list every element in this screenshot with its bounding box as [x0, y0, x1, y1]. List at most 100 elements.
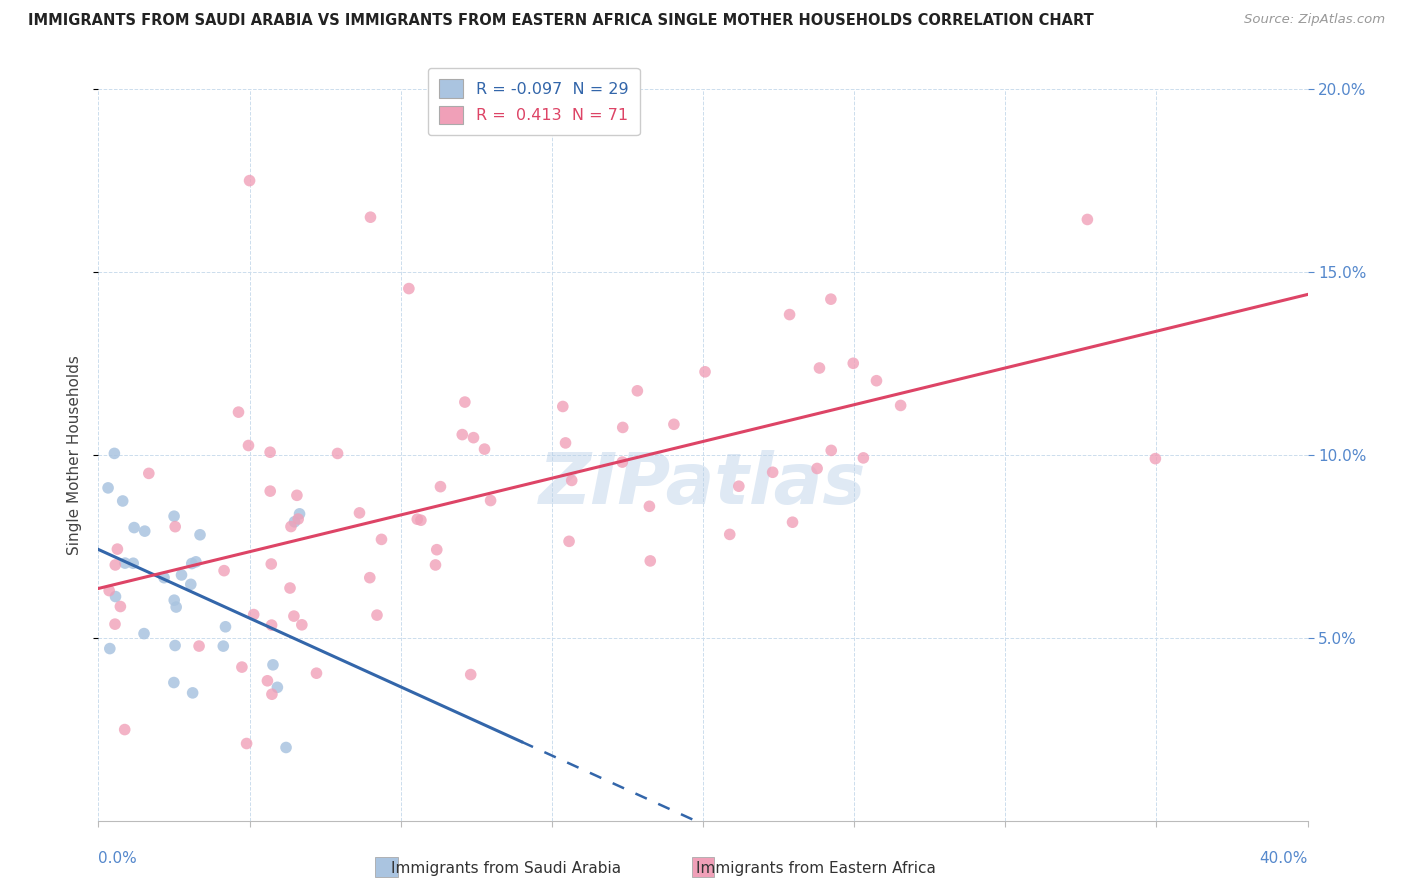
Point — [180, 557, 202, 571]
Point — [266, 681, 288, 695]
Point — [280, 519, 302, 533]
Point — [111, 494, 134, 508]
Point — [291, 617, 314, 632]
Point — [188, 639, 211, 653]
Point — [1144, 451, 1167, 466]
Point — [890, 399, 912, 413]
Point — [852, 450, 875, 465]
Point — [558, 534, 581, 549]
Point — [359, 571, 381, 585]
Point — [163, 509, 186, 524]
Point — [463, 431, 485, 445]
Text: Source: ZipAtlas.com: Source: ZipAtlas.com — [1244, 13, 1385, 27]
Point — [259, 445, 281, 459]
Point — [842, 356, 865, 370]
Point — [820, 443, 842, 458]
Point — [288, 507, 311, 521]
Point — [782, 515, 804, 529]
Text: ZIPatlas: ZIPatlas — [540, 450, 866, 518]
Point — [259, 484, 281, 499]
Point — [212, 564, 235, 578]
Point — [305, 666, 328, 681]
Point — [188, 528, 211, 542]
Text: 0.0%: 0.0% — [98, 851, 138, 866]
Point — [283, 609, 305, 624]
Text: Immigrants from Saudi Arabia: Immigrants from Saudi Arabia — [391, 861, 621, 876]
Point — [820, 292, 842, 306]
Point — [718, 527, 741, 541]
Point — [104, 590, 127, 604]
Point — [104, 617, 127, 632]
Point — [808, 361, 831, 376]
Point — [612, 420, 634, 434]
Point — [551, 400, 574, 414]
Point — [287, 512, 309, 526]
Point — [283, 515, 305, 529]
Point — [170, 568, 193, 582]
Point — [1076, 212, 1098, 227]
Point — [554, 436, 576, 450]
Point — [274, 740, 297, 755]
Point — [451, 427, 474, 442]
Point — [360, 210, 382, 224]
Point — [260, 687, 283, 701]
Point — [626, 384, 648, 398]
Point — [105, 542, 128, 557]
Point — [153, 571, 176, 585]
Point — [612, 455, 634, 469]
Point — [165, 639, 187, 653]
Point — [114, 556, 136, 570]
Point — [132, 626, 155, 640]
Point — [326, 446, 349, 460]
Point — [638, 500, 661, 514]
Point — [260, 557, 283, 571]
Point — [110, 599, 132, 614]
Point — [425, 558, 447, 572]
Point — [256, 673, 278, 688]
Point — [806, 461, 828, 475]
Point — [104, 558, 127, 572]
Point — [662, 417, 685, 432]
Point — [214, 620, 236, 634]
Point — [426, 542, 449, 557]
Point — [693, 365, 716, 379]
Point — [122, 520, 145, 534]
Point — [180, 577, 202, 591]
Point — [97, 481, 120, 495]
Point — [231, 660, 253, 674]
Point — [460, 667, 482, 681]
Point — [638, 554, 661, 568]
Point — [865, 374, 887, 388]
Point — [163, 593, 186, 607]
Bar — [692, 857, 714, 877]
Point — [474, 442, 496, 456]
Point — [398, 282, 420, 296]
Point — [114, 723, 136, 737]
Point — [181, 686, 204, 700]
Point — [239, 173, 262, 188]
Point — [134, 524, 156, 538]
Point — [212, 639, 235, 653]
Point — [285, 488, 308, 502]
Point — [235, 737, 257, 751]
Point — [103, 446, 125, 460]
Point — [409, 513, 432, 527]
Point — [163, 675, 186, 690]
Point — [370, 533, 392, 547]
Point — [242, 607, 264, 622]
Point — [561, 474, 583, 488]
Point — [479, 493, 502, 508]
Y-axis label: Single Mother Households: Single Mother Households — [67, 355, 83, 555]
Point — [165, 600, 187, 615]
Point — [349, 506, 371, 520]
Point — [98, 583, 121, 598]
Bar — [375, 857, 398, 877]
Text: 40.0%: 40.0% — [1260, 851, 1308, 866]
Point — [262, 657, 284, 672]
Point — [238, 438, 260, 452]
Text: Immigrants from Eastern Africa: Immigrants from Eastern Africa — [696, 861, 935, 876]
Point — [98, 641, 121, 656]
Legend: R = -0.097  N = 29, R =  0.413  N = 71: R = -0.097 N = 29, R = 0.413 N = 71 — [427, 68, 640, 136]
Point — [429, 480, 451, 494]
Point — [165, 519, 187, 533]
